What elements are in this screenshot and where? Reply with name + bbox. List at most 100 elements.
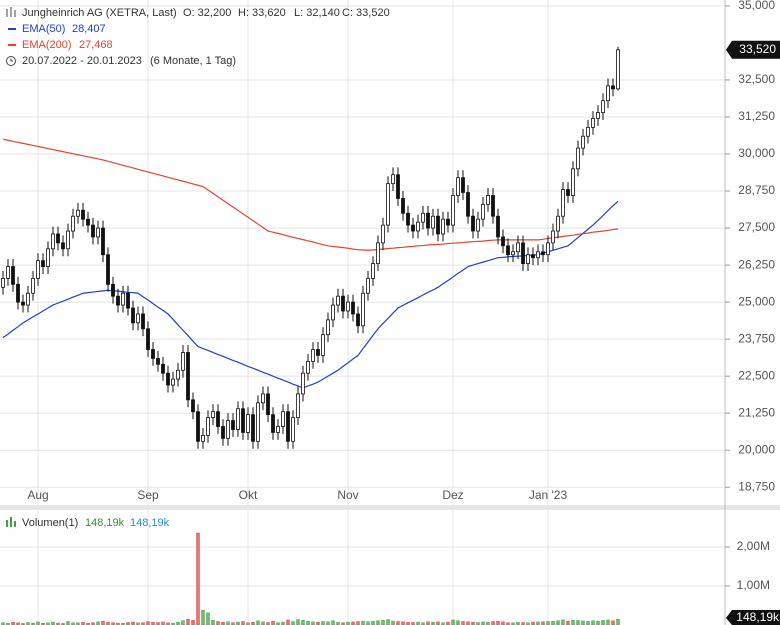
volume-bar xyxy=(306,620,310,625)
x-tick-label: Aug xyxy=(27,488,48,502)
candle-body xyxy=(491,195,495,217)
candle-body xyxy=(561,189,565,217)
volume-bar xyxy=(586,621,590,625)
candle-body xyxy=(181,352,185,371)
volume-bar xyxy=(211,620,215,625)
volume-bar xyxy=(26,622,30,625)
volume-bar xyxy=(546,621,550,625)
price-tag-label: 33,520 xyxy=(739,42,776,56)
ohlc-open: O: 32,200 xyxy=(183,7,231,19)
candle-body xyxy=(386,183,390,226)
y-tick-label: 27,500 xyxy=(738,220,775,234)
candle-body xyxy=(281,411,285,427)
volume-bar xyxy=(346,621,350,625)
candle-body xyxy=(416,221,420,232)
y-tick-label: 30,000 xyxy=(738,146,775,160)
volume-bar xyxy=(256,620,260,625)
candle-body xyxy=(456,177,460,196)
volume-bar xyxy=(531,621,535,625)
candle-body xyxy=(496,215,500,238)
volume-bar xyxy=(206,612,210,625)
y-tick-label: 32,500 xyxy=(738,72,775,86)
candle-body xyxy=(556,215,560,232)
candle-body xyxy=(436,215,440,235)
candle-body xyxy=(341,295,345,312)
y-tick-label: 1,00M xyxy=(737,578,770,592)
candle-body xyxy=(581,135,585,149)
y-tick-label: 18,750 xyxy=(738,479,775,493)
volume-bar xyxy=(156,622,160,625)
candle-body xyxy=(546,242,550,256)
volume-bar xyxy=(51,621,55,625)
x-tick-label: Jan '23 xyxy=(529,488,568,502)
volume-bar xyxy=(196,532,200,625)
ema-line xyxy=(2,138,619,251)
clock-icon xyxy=(6,56,16,66)
candle-body xyxy=(16,283,20,303)
y-tick-label: 2,00M xyxy=(737,539,770,553)
candle-body xyxy=(131,307,135,324)
candle-body xyxy=(246,414,250,433)
volume-bar xyxy=(616,619,620,625)
y-tick-label: 28,750 xyxy=(738,183,775,197)
candle-body xyxy=(331,304,335,321)
x-tick-label: Nov xyxy=(337,488,358,502)
y-tick-label: 20,000 xyxy=(738,442,775,456)
candle-body xyxy=(531,254,535,259)
candle-body xyxy=(211,411,215,419)
candle-body xyxy=(116,295,120,306)
volume-bar xyxy=(236,621,240,625)
volume-bar xyxy=(281,621,285,625)
candle-body xyxy=(221,426,225,439)
candle-body xyxy=(216,411,220,427)
volume-bar xyxy=(331,620,335,625)
candle-body xyxy=(81,209,85,220)
candle-body xyxy=(11,266,15,285)
volume-bar xyxy=(266,622,270,625)
candle-body xyxy=(61,242,65,250)
y-tick-label: 22,500 xyxy=(738,368,775,382)
candle-body xyxy=(426,212,430,229)
ohlc-high: H: 33,620 xyxy=(238,7,286,19)
x-tick-label: Sep xyxy=(137,488,159,502)
legend-value: 27,468 xyxy=(79,39,113,51)
candle-body xyxy=(171,378,175,386)
candle-body xyxy=(1,278,5,288)
candle-body xyxy=(256,402,260,442)
volume-bar xyxy=(446,621,450,625)
volume-bar xyxy=(321,621,325,625)
ohlc-low: L: 32,140 xyxy=(294,7,340,19)
volume-bar xyxy=(356,621,360,625)
candle-body xyxy=(356,313,360,327)
volume-bar xyxy=(201,609,205,625)
candle-body xyxy=(231,420,235,430)
candle-body xyxy=(481,203,485,220)
candle-body xyxy=(286,411,290,442)
volume-bar xyxy=(241,621,245,625)
volume-bar xyxy=(41,623,45,625)
volume-bar xyxy=(226,621,230,625)
candle-body xyxy=(486,195,490,205)
candle-body xyxy=(501,236,505,247)
candle-body xyxy=(336,295,340,306)
volume-bar xyxy=(561,619,565,625)
volume-bar xyxy=(371,621,375,625)
candle-body xyxy=(471,215,475,232)
volume-bar xyxy=(181,620,185,625)
volume-bar xyxy=(576,620,580,625)
volume-bar xyxy=(126,622,130,625)
volume-bar xyxy=(496,621,500,625)
candle-body xyxy=(136,313,140,324)
volume-bar xyxy=(76,622,80,625)
candle-body xyxy=(161,363,165,374)
x-tick-label: Dez xyxy=(442,488,463,502)
candle-body xyxy=(451,195,455,226)
candle-body xyxy=(141,313,145,330)
candle-body xyxy=(431,215,435,229)
volume-bar xyxy=(216,621,220,625)
plot xyxy=(1,46,620,625)
candle-body xyxy=(446,218,450,226)
candle-body xyxy=(326,319,330,336)
